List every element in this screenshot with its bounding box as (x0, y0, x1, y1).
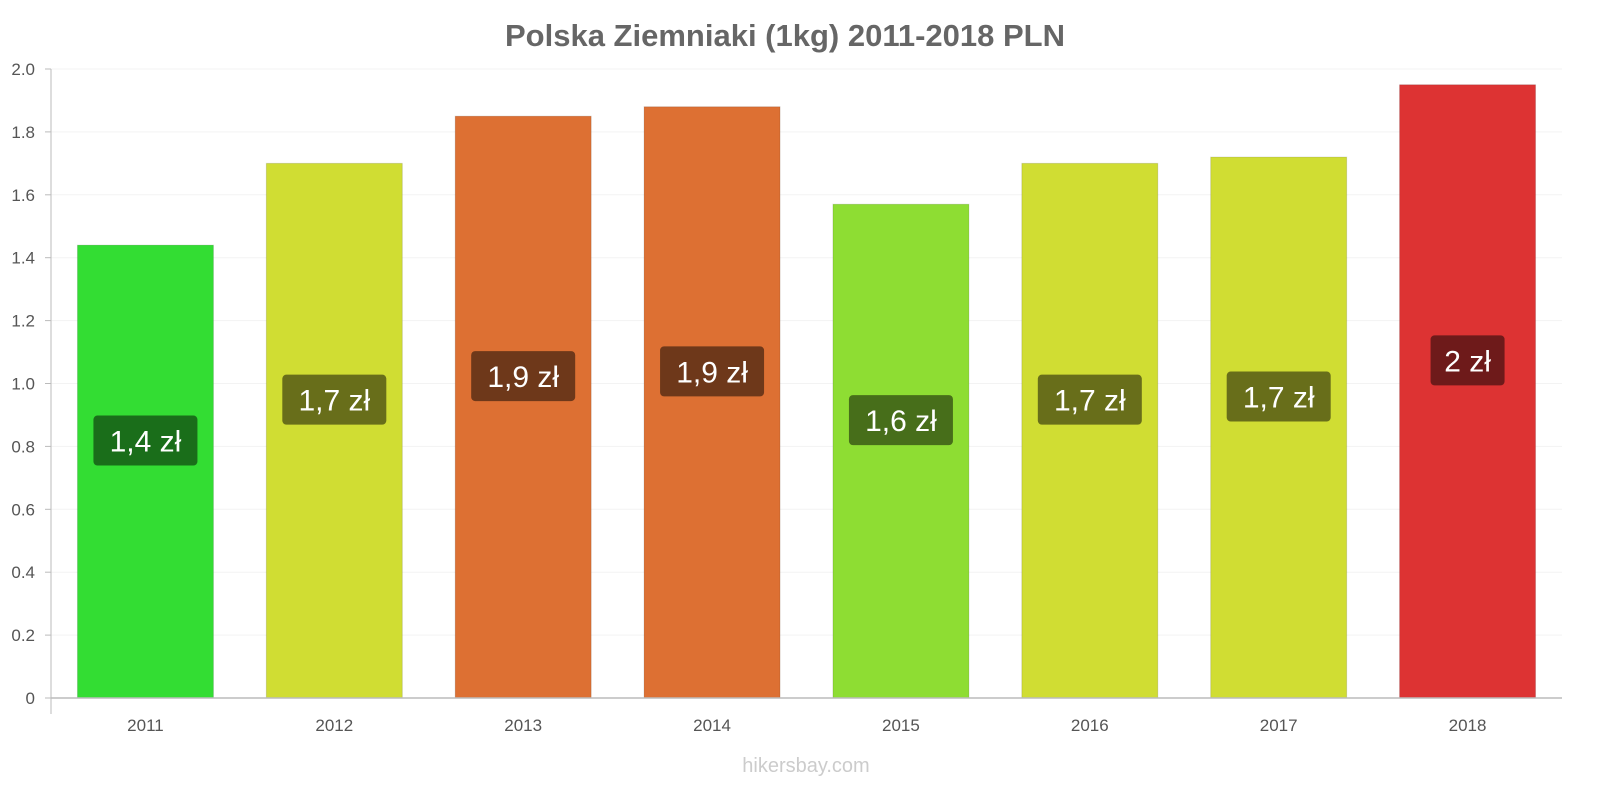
data-label: 1,9 zł (487, 361, 559, 394)
y-tick-label: 1.0 (11, 375, 35, 394)
x-tick-label: 2013 (504, 716, 542, 735)
bar (1210, 156, 1348, 699)
data-label-bg (282, 374, 387, 425)
y-tick-label: 0.2 (11, 626, 35, 645)
y-tick-label: 0.6 (11, 500, 35, 519)
bars: 1,4 zł 1,7 zł 1,9 zł 1,9 zł 1,6 zł 1,7 zł 1,7 … (76, 84, 1537, 699)
x-tick-label: 2011 (127, 716, 164, 735)
data-label-bg (1430, 335, 1505, 386)
bar (832, 203, 970, 699)
data-label: 1,7 zł (298, 385, 370, 418)
data-label: 2 zł (1444, 345, 1491, 378)
data-label: 1,7 zł (1243, 382, 1315, 415)
y-tick-label: 1.6 (11, 186, 35, 205)
y-tick-label: 1.2 (11, 312, 35, 331)
data-label-bg (660, 346, 765, 397)
data-label-bg (471, 351, 576, 402)
x-tick-label: 2016 (1071, 716, 1109, 735)
bar (1399, 84, 1537, 699)
data-label-bg (93, 415, 198, 466)
y-tick-label: 2.0 (11, 60, 35, 79)
y-tick-label: 0.4 (11, 563, 35, 582)
bar (454, 115, 592, 699)
data-label-bg (1037, 374, 1142, 425)
data-label-bg (1226, 371, 1331, 422)
x-tick-label: 2012 (315, 716, 353, 735)
x-tick-label: 2018 (1449, 716, 1487, 735)
y-tick-label: 1.4 (11, 249, 35, 268)
y-tick-label: 1.8 (11, 123, 35, 142)
x-tick-label: 2014 (693, 716, 731, 735)
x-tick-label: 2015 (882, 716, 920, 735)
bar (76, 244, 214, 699)
y-tick-label: 0.8 (11, 437, 35, 456)
data-label: 1,6 zł (865, 405, 937, 438)
bar (265, 162, 403, 699)
axes: 0 0.2 0.4 0.6 0.8 1.0 1.2 1.4 1.6 1.8 2.0 2011 2012 2… (11, 60, 1562, 735)
data-label-bg (848, 395, 953, 446)
y-tick-label: 0 (26, 689, 35, 708)
data-label: 1,4 zł (110, 426, 182, 459)
bar (643, 106, 781, 699)
x-tick-label: 2017 (1260, 716, 1298, 735)
watermark: hikersbay.com (742, 755, 869, 777)
data-label: 1,7 zł (1054, 385, 1126, 418)
data-label: 1,9 zł (676, 356, 748, 389)
bar (1021, 162, 1159, 699)
chart-title: Polska Ziemniaki (1kg) 2011-2018 PLN (505, 18, 1065, 53)
